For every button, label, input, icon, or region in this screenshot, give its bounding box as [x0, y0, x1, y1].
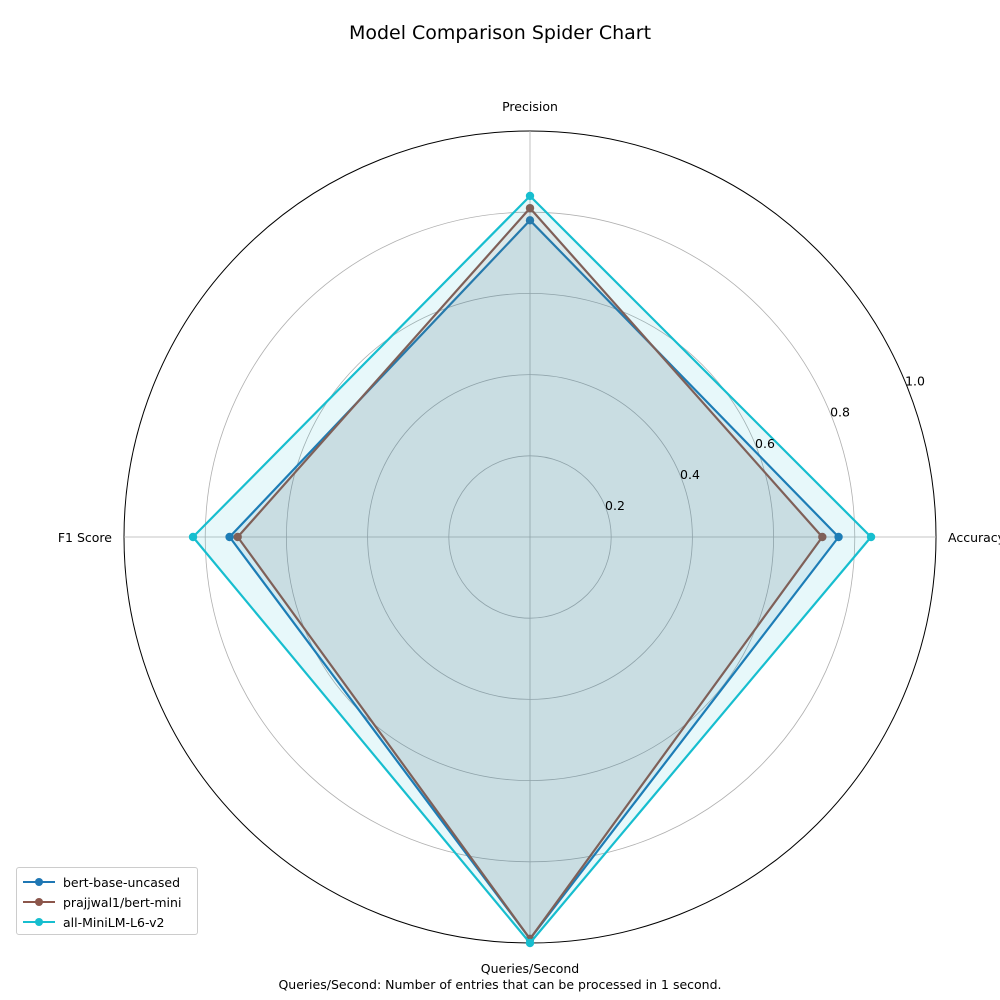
- axis-label: F1 Score: [58, 530, 112, 545]
- data-point: [818, 532, 827, 542]
- legend: bert-base-uncased prajjwal1/bert-mini all-…: [16, 867, 198, 935]
- radial-tick-label: 0.2: [605, 498, 625, 513]
- chart-title: Model Comparison Spider Chart: [348, 22, 652, 44]
- legend-swatch: [23, 896, 55, 908]
- legend-label: all-MiniLM-L6-v2: [63, 914, 165, 930]
- radial-tick-label: 0.4: [680, 467, 700, 482]
- chart-footnote: Queries/Second: Number of entries that c…: [278, 977, 722, 992]
- radar-series: [188, 191, 876, 948]
- data-point: [188, 532, 198, 542]
- radial-tick-label: 0.6: [755, 436, 775, 451]
- radial-tick-label: 1.0: [905, 374, 925, 389]
- radial-tick-label: 0.8: [830, 405, 850, 420]
- legend-item: bert-base-uncased: [23, 872, 197, 892]
- data-point: [233, 532, 242, 542]
- data-point: [525, 216, 535, 225]
- legend-swatch: [23, 876, 55, 888]
- legend-item: prajjwal1/bert-mini: [23, 892, 197, 912]
- axis-label: Precision: [502, 99, 558, 114]
- series-fill: [237, 208, 823, 939]
- legend-item: all-MiniLM-L6-v2: [23, 912, 197, 932]
- data-point: [525, 191, 535, 201]
- legend-swatch: [23, 916, 55, 928]
- axis-label: Queries/Second: [481, 961, 579, 976]
- data-point: [525, 938, 535, 948]
- series-fill: [193, 196, 871, 943]
- series-fill: [229, 220, 839, 939]
- legend-label: bert-base-uncased: [63, 874, 180, 890]
- data-point: [834, 532, 843, 542]
- data-point: [525, 203, 535, 213]
- data-point: [225, 532, 234, 542]
- radar-labels: 0.2 0.4 0.6 0.8 1.0 Accuracy Precision F1 Score…: [58, 99, 1000, 976]
- legend-label: prajjwal1/bert-mini: [63, 894, 182, 910]
- data-point: [866, 532, 876, 542]
- axis-label: Accuracy: [948, 530, 1000, 545]
